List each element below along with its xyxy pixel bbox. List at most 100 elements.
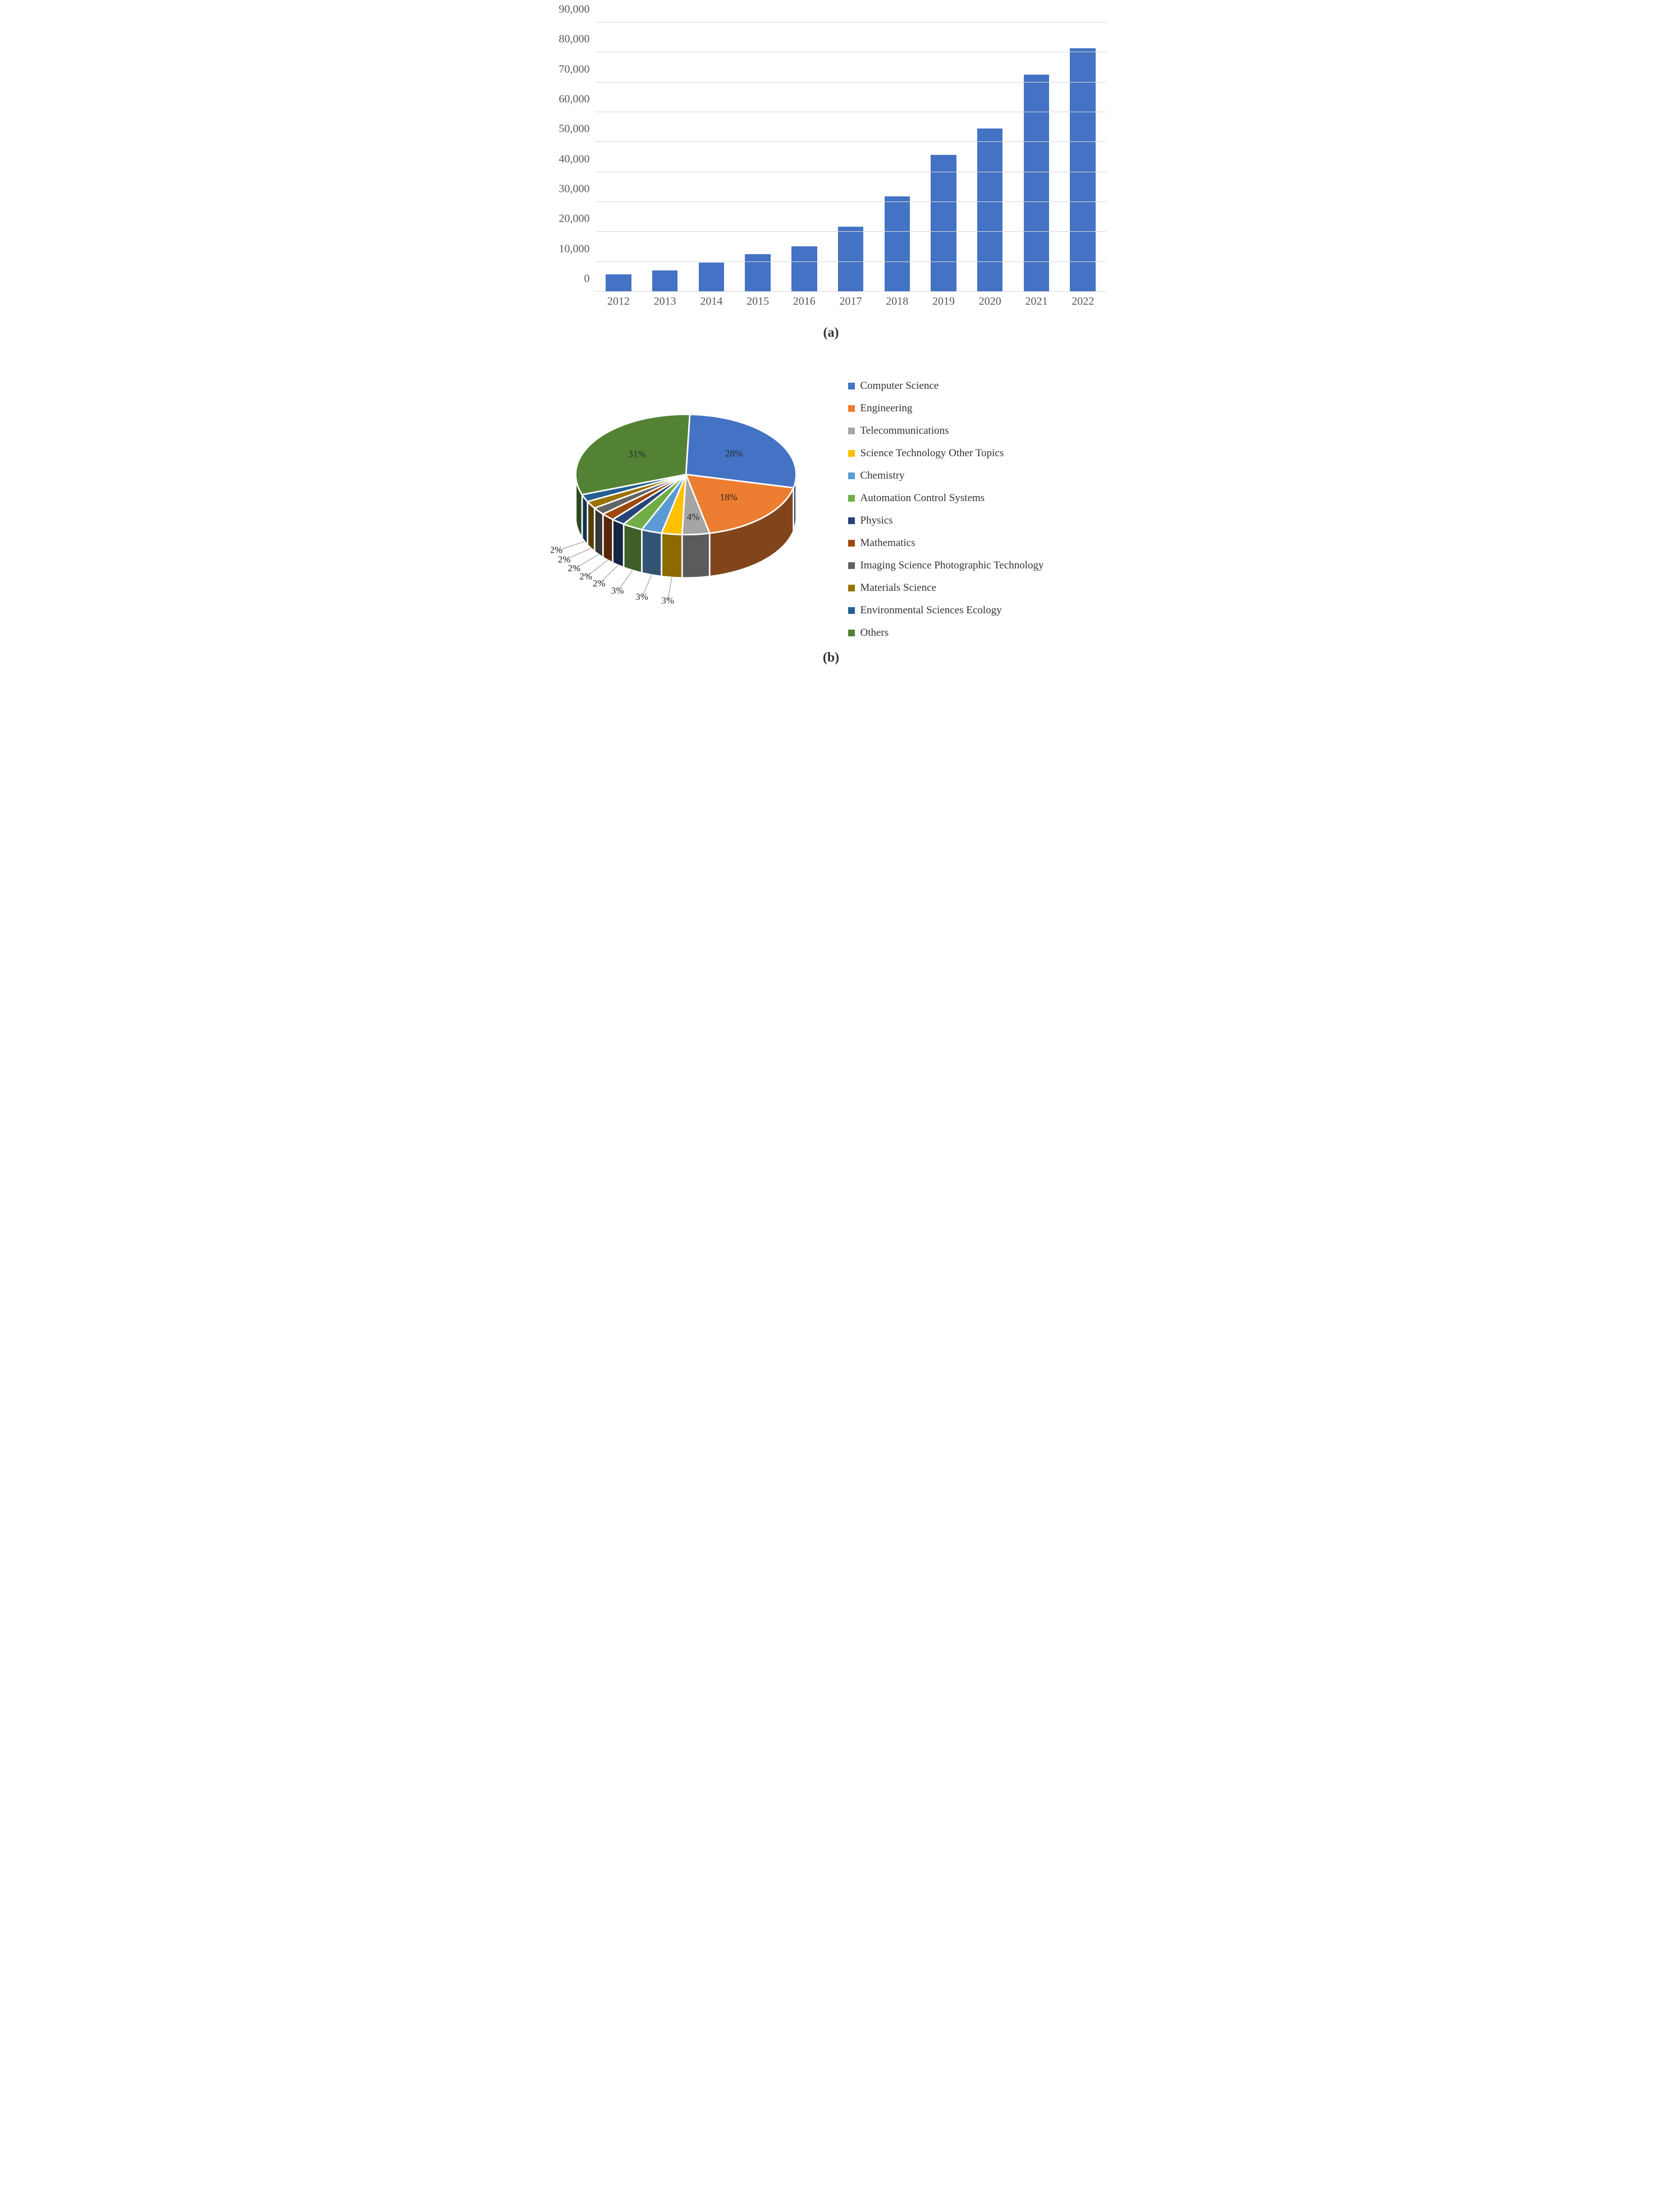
- bar: [838, 227, 864, 292]
- pie-side: [594, 508, 603, 557]
- legend-marker: [848, 405, 855, 412]
- legend-label: Engineering: [860, 402, 913, 415]
- legend-marker: [848, 428, 855, 434]
- x-tick-label: 2018: [874, 292, 921, 314]
- legend-item: Imaging Science Photographic Technology: [848, 559, 1112, 572]
- pie-pct-label: 2%: [579, 571, 592, 581]
- legend-item: Engineering: [848, 402, 1112, 415]
- bar-column: [735, 22, 781, 292]
- y-tick-label: 50,000: [551, 123, 590, 136]
- caption-a: (a): [551, 325, 1112, 341]
- x-tick-label: 2017: [827, 292, 874, 314]
- x-tick-label: 2013: [642, 292, 688, 314]
- pie-pct-label: 4%: [686, 511, 699, 522]
- pie-box: 28%18%4%3%3%3%2%2%2%2%2%31%: [551, 374, 831, 605]
- pie-pct-label: 3%: [661, 595, 674, 604]
- bar-column: [921, 22, 967, 292]
- x-tick-label: 2020: [967, 292, 1013, 314]
- bar: [745, 254, 771, 292]
- bar: [977, 129, 1003, 292]
- pie-pct-label: 28%: [725, 448, 743, 459]
- pie-side: [587, 502, 594, 552]
- bar-column: [874, 22, 921, 292]
- pie-pct-label: 18%: [720, 492, 737, 502]
- legend-label: Physics: [860, 515, 893, 527]
- legend-item: Computer Science: [848, 380, 1112, 392]
- bar-chart-figure: 010,00020,00030,00040,00050,00060,00070,…: [551, 22, 1112, 341]
- y-tick-label: 90,000: [551, 3, 590, 16]
- x-ticks: 2012201320142015201620172018201920202021…: [596, 292, 1106, 314]
- y-tick-label: 30,000: [551, 183, 590, 196]
- legend-marker: [848, 472, 855, 479]
- y-tick-label: 70,000: [551, 63, 590, 76]
- pie-panel: 28%18%4%3%3%3%2%2%2%2%2%31% Computer Sci…: [551, 374, 1112, 639]
- pie-pct-label: 31%: [628, 449, 645, 460]
- x-tick-label: 2021: [1013, 292, 1060, 314]
- pie-legend: Computer Science Engineering Telecommunica…: [848, 374, 1112, 639]
- bar-column: [827, 22, 874, 292]
- x-tick-label: 2015: [735, 292, 781, 314]
- legend-item: Environmental Sciences Ecology: [848, 604, 1112, 617]
- legend-label: Environmental Sciences Ecology: [860, 604, 1002, 617]
- bar: [791, 246, 817, 292]
- legend-item: Physics: [848, 515, 1112, 527]
- bar-chart: 010,00020,00030,00040,00050,00060,00070,…: [551, 22, 1112, 314]
- pie-side: [661, 533, 682, 578]
- legend-label: Automation Control Systems: [860, 492, 985, 504]
- pie-tops: [575, 414, 796, 534]
- legend-label: Mathematics: [860, 537, 915, 549]
- legend-marker: [848, 450, 855, 457]
- legend-item: Materials Science: [848, 582, 1112, 594]
- pie-side: [603, 514, 612, 563]
- bars-container: [596, 22, 1106, 292]
- bar: [699, 263, 725, 292]
- legend-marker: [848, 607, 855, 614]
- bar: [1070, 48, 1096, 292]
- pie-pct-label: 2%: [557, 554, 570, 565]
- y-tick-label: 60,000: [551, 93, 590, 106]
- legend-label: Materials Science: [860, 582, 937, 594]
- bar-column: [781, 22, 827, 292]
- bar-column: [642, 22, 688, 292]
- pie-side: [624, 524, 642, 573]
- caption-b: (b): [551, 650, 1112, 666]
- legend-label: Imaging Science Photographic Technology: [860, 559, 1044, 572]
- gridline: [596, 231, 1106, 232]
- legend-marker: [848, 562, 855, 569]
- pie-pct-label: 2%: [592, 578, 605, 589]
- x-tick-label: 2016: [781, 292, 827, 314]
- x-tick-label: 2019: [921, 292, 967, 314]
- legend-item: Mathematics: [848, 537, 1112, 549]
- gridline: [596, 261, 1106, 262]
- bar-column: [967, 22, 1013, 292]
- y-tick-label: 80,000: [551, 33, 590, 46]
- legend-marker: [848, 517, 855, 524]
- bar-plot-area: 010,00020,00030,00040,00050,00060,00070,…: [596, 22, 1106, 292]
- bar: [931, 155, 956, 292]
- x-tick-label: 2014: [688, 292, 735, 314]
- bar: [606, 274, 631, 292]
- bar: [1024, 75, 1050, 292]
- bar-column: [1060, 22, 1106, 292]
- legend-label: Science Technology Other Topics: [860, 447, 1004, 460]
- gridline: [596, 141, 1106, 142]
- bar: [652, 270, 678, 292]
- legend-label: Computer Science: [860, 380, 939, 392]
- pie-side: [642, 530, 661, 576]
- legend-item: Others: [848, 627, 1112, 639]
- pie-pct-label: 3%: [611, 585, 624, 596]
- pie-side: [582, 495, 588, 545]
- legend-marker: [848, 630, 855, 636]
- bar-column: [688, 22, 735, 292]
- y-tick-label: 40,000: [551, 153, 590, 166]
- x-tick-label: 2012: [596, 292, 642, 314]
- legend-item: Chemistry: [848, 470, 1112, 482]
- legend-label: Others: [860, 627, 889, 639]
- pie-pct-label: 3%: [635, 591, 648, 602]
- legend-marker: [848, 495, 855, 502]
- gridline: [596, 201, 1106, 202]
- legend-label: Telecommunications: [860, 425, 949, 437]
- bar: [885, 196, 910, 292]
- legend-label: Chemistry: [860, 470, 905, 482]
- pie-svg: 28%18%4%3%3%3%2%2%2%2%2%31%: [551, 374, 831, 605]
